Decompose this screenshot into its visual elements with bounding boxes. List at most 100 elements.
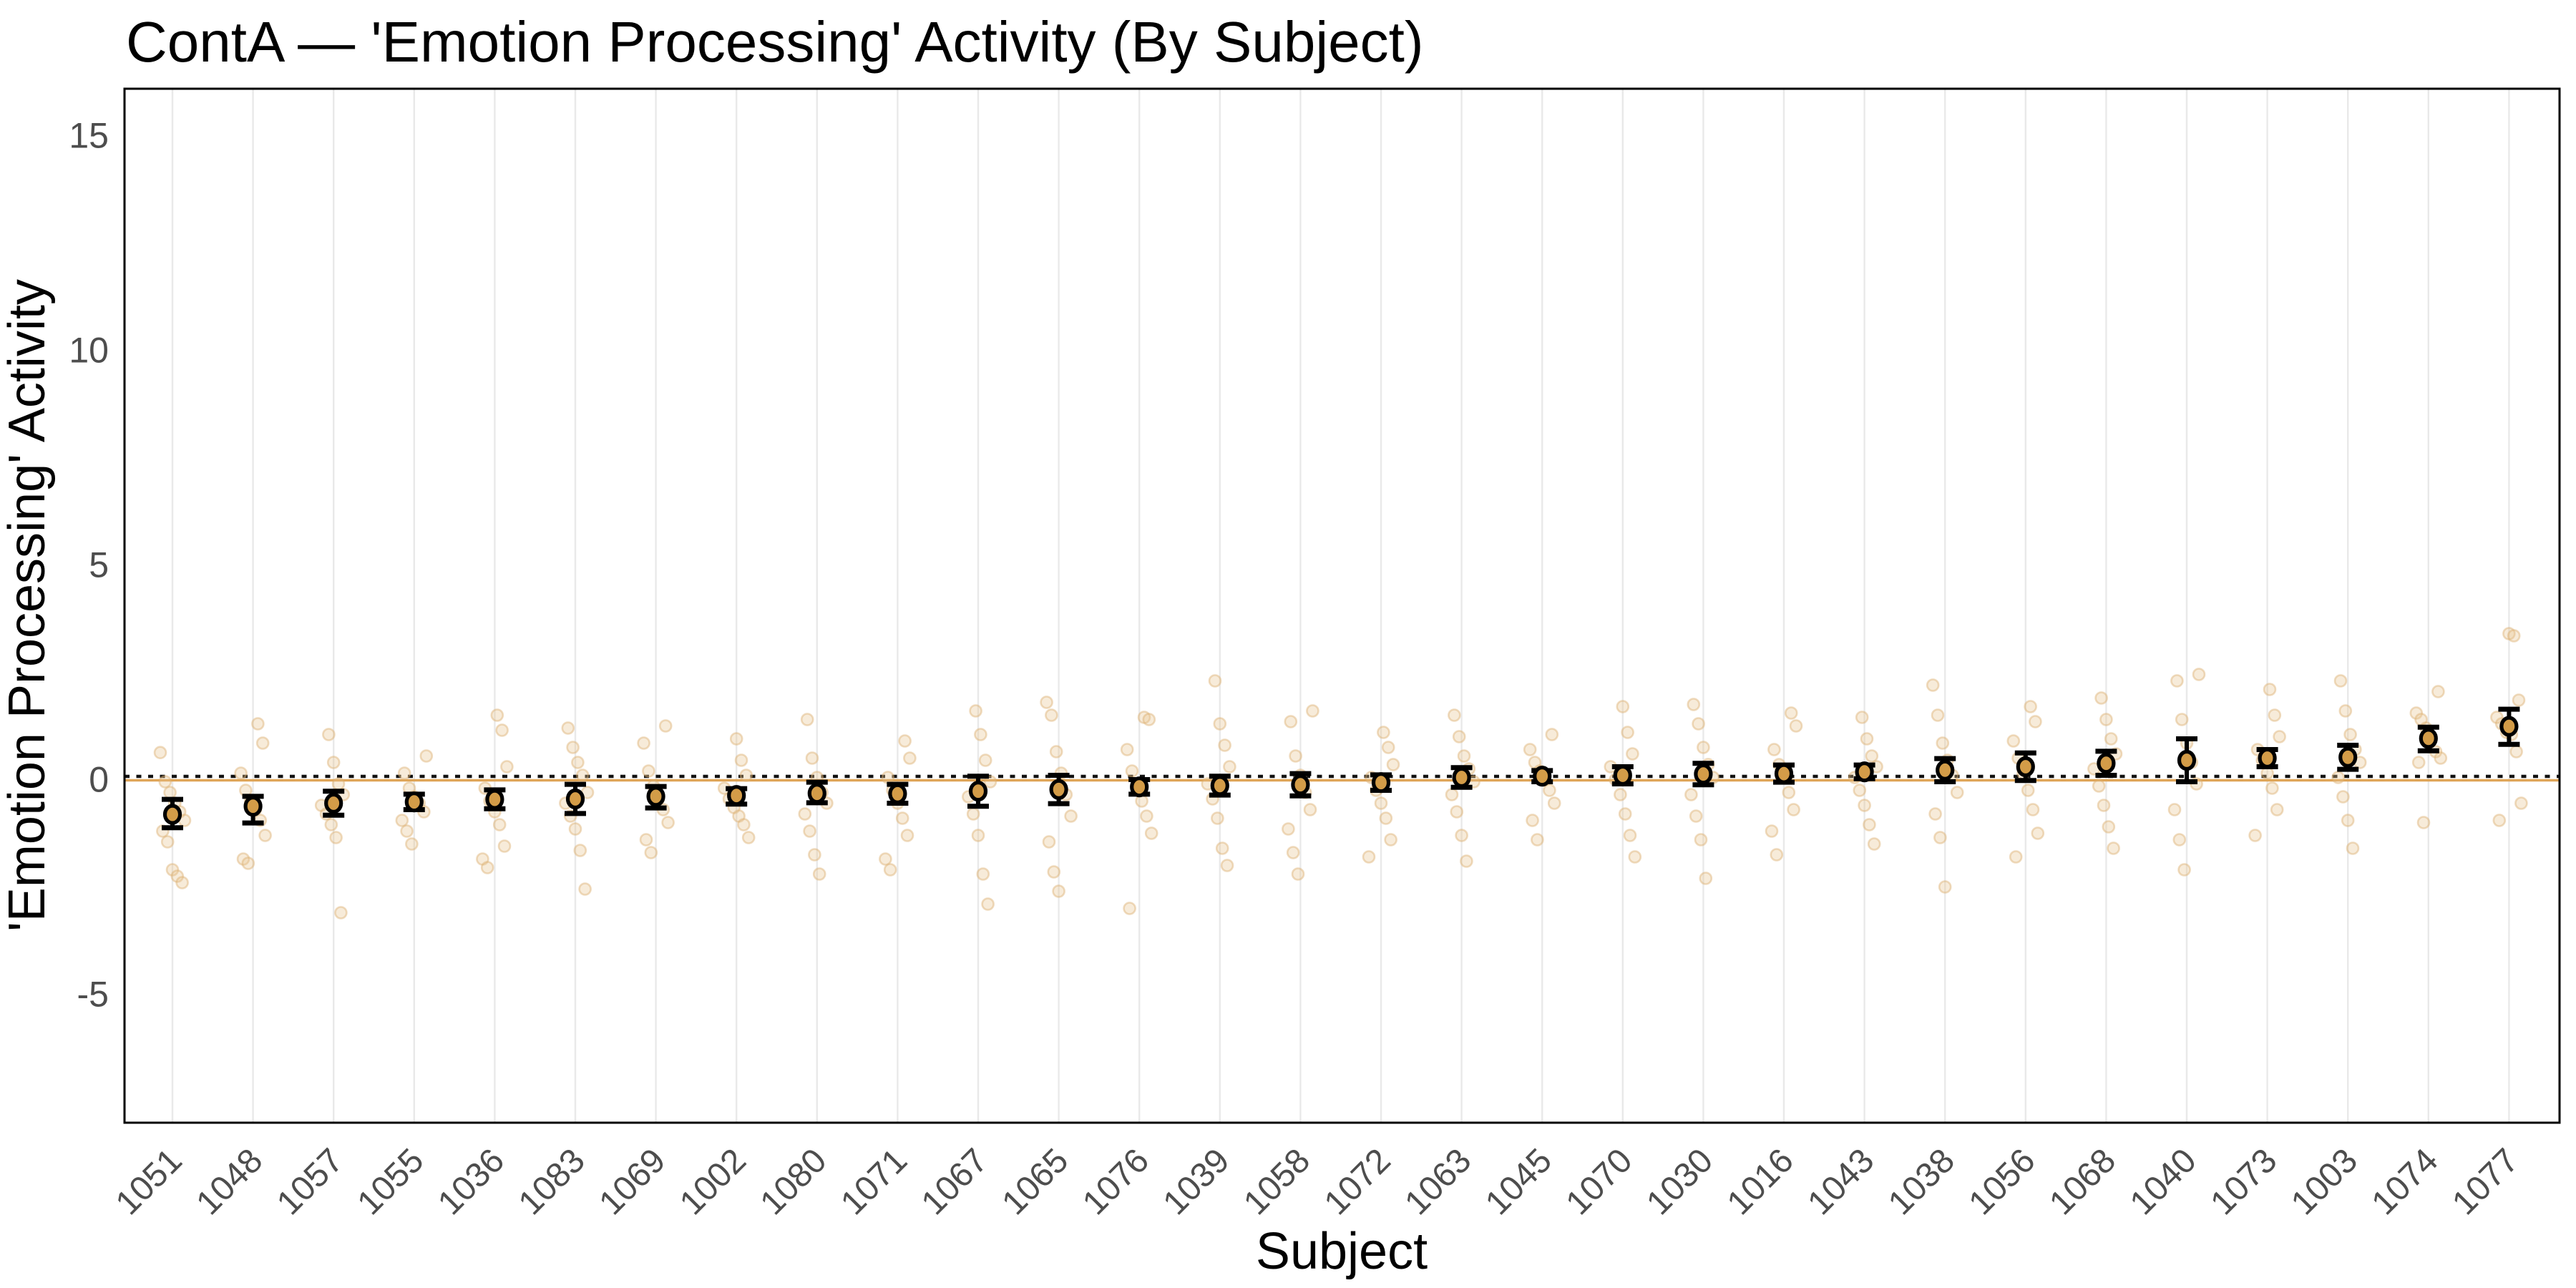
subject-estimate [887,781,909,806]
jitter-point [1936,736,1950,750]
x-tick-label: 1074 [2365,1141,2446,1222]
jitter-point [1223,760,1236,774]
jitter-point [1765,824,1779,838]
x-tick-label: 1070 [1559,1141,1640,1222]
jitter-point [1142,713,1156,726]
subject-estimate [967,774,989,809]
jitter-point [2009,850,2023,864]
jitter-point [2107,841,2120,855]
jitter-point [1931,708,1945,722]
jitter-point [895,811,909,825]
x-tick-label: 1057 [270,1141,351,1222]
jitter-point [2097,799,2111,812]
jitter-point [1863,818,1876,831]
jitter-point [163,786,177,799]
jitter-point [1123,902,1136,915]
jitter-point [1626,747,1639,761]
jitter-point [234,766,248,780]
jitter-point [476,852,489,866]
y-tick-label: 15 [69,116,109,156]
jitter-point [1362,850,1376,864]
mean-point [1855,761,1874,783]
jitter-point [2434,751,2448,765]
jitter-point [1384,833,1397,847]
jitter-point [1687,698,1701,711]
subject-estimate [726,785,748,807]
mean-point [1371,772,1391,794]
x-tick-label: 1083 [512,1141,592,1222]
jitter-point [1787,803,1800,816]
jitter-point [490,708,504,722]
jitter-point [1374,796,1388,810]
x-tick-label: 1055 [351,1141,431,1222]
jitter-point [1137,711,1151,724]
jitter-point [969,704,982,718]
jitter-point [1460,854,1473,868]
mean-point [1452,766,1471,789]
subject-estimate [323,789,345,818]
mean-point [1210,775,1229,796]
x-tick-label: 1063 [1397,1141,1478,1222]
jitter-point [1858,799,1871,812]
jitter-point [571,756,585,769]
jitter-point [395,814,409,827]
jitter-point [575,769,590,782]
jitter-point [800,713,814,726]
jitter-point [2024,700,2037,713]
x-tick-label: 1003 [2284,1141,2365,1222]
subject-estimate [403,791,425,813]
jitter-point [981,897,995,911]
jitter-point [241,857,255,870]
jitter-point [329,831,343,844]
jitter-point [2172,833,2187,847]
jitter-point [1052,884,1065,898]
jitter-point [739,769,753,782]
jitter-point [495,723,509,737]
jitter-point [2029,715,2042,728]
y-axis-title: 'Emotion Processing' Activity [0,279,56,932]
jitter-point [500,760,514,774]
jitter-point [2102,820,2116,834]
jitter-point [1689,809,1703,823]
jitter-point [2409,706,2424,720]
jitter-point [2411,756,2426,769]
x-tick-label: 1058 [1236,1141,1317,1222]
x-tick-label: 1030 [1639,1141,1720,1222]
mean-point [1533,766,1552,787]
jitter-point [1306,704,1319,718]
jitter-point [644,846,658,859]
x-tick-label: 1043 [1800,1141,1881,1222]
jitter-point [1614,788,1627,801]
jitter-point [1381,741,1395,754]
jitter-point [2492,814,2507,827]
subject-estimate [1209,774,1231,798]
jitter-point [497,839,512,853]
jitter-point [1545,728,1559,741]
x-tick-label: 1056 [1962,1141,2043,1222]
jitter-point [1120,743,1134,756]
mean-point [1936,759,1955,781]
y-tick-label: 0 [89,760,109,800]
mean-point [1130,776,1149,798]
jitter-point [805,751,819,765]
jitter-points [153,627,2528,919]
jitter-point [1386,758,1400,771]
jitter-point [732,809,746,823]
jitter-point [578,882,592,896]
jitter-point [798,807,812,821]
mean-point [1613,764,1632,786]
jitter-point [561,721,575,735]
subject-estimate [2014,750,2036,784]
jitter-point [1867,837,1881,851]
jitter-point [1045,708,1058,722]
jitter-point [1853,784,1867,797]
jitter-point [976,867,990,881]
subject-estimate [1611,764,1634,786]
x-tick-label: 1080 [753,1141,834,1222]
jitter-point [334,906,348,919]
mean-point [1694,763,1713,785]
jitter-point [2512,693,2526,707]
jitter-point [1125,764,1139,778]
jitter-point [2341,814,2355,827]
x-tick-label: 1077 [2445,1141,2526,1222]
